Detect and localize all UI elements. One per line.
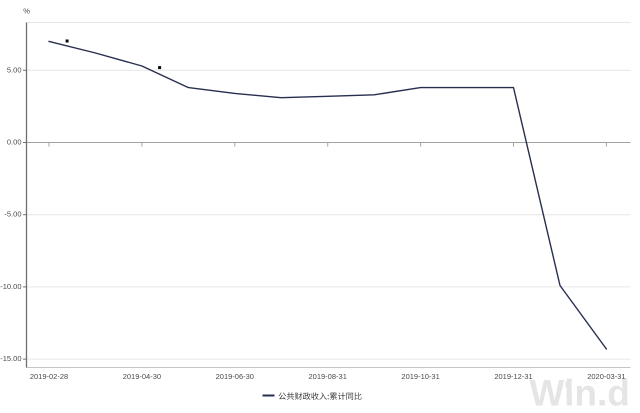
svg-text:2019-04-30: 2019-04-30: [123, 372, 161, 381]
svg-text:2019-12-31: 2019-12-31: [494, 372, 532, 381]
svg-text:Win.d: Win.d: [530, 373, 630, 409]
svg-text:-15.00: -15.00: [0, 354, 21, 363]
svg-text:2019-10-31: 2019-10-31: [401, 372, 439, 381]
svg-text:0.00: 0.00: [7, 138, 22, 147]
svg-text:-10.00: -10.00: [0, 282, 21, 291]
svg-text:2019-02-28: 2019-02-28: [30, 372, 68, 381]
svg-text:2019-08-31: 2019-08-31: [309, 372, 347, 381]
svg-text:%: %: [23, 6, 30, 15]
svg-text:2020-03-31: 2020-03-31: [587, 372, 625, 381]
svg-text:2019-06-30: 2019-06-30: [216, 372, 254, 381]
svg-text:-5.00: -5.00: [4, 210, 21, 219]
svg-text:5.00: 5.00: [7, 65, 22, 74]
